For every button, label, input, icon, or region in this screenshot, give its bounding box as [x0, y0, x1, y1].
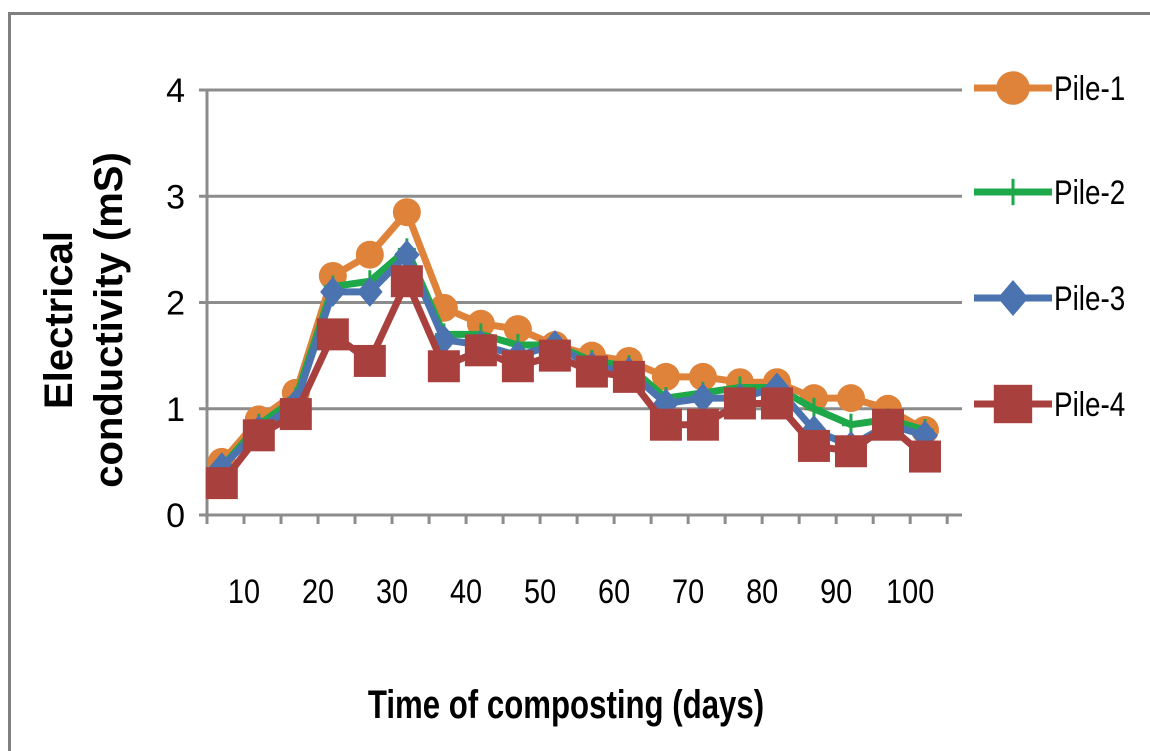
data-point-pile-4	[242, 419, 275, 452]
x-tick-label: 90	[820, 572, 852, 611]
data-point-pile-4	[353, 344, 386, 377]
legend-label-pile-4: Pile-4	[1054, 385, 1125, 423]
y-tick-labels: 0 1 2 3 4	[166, 72, 185, 535]
data-point-pile-3	[320, 276, 346, 307]
legend: Pile-1 Pile-2 Pile-3 Pile-4	[974, 69, 1125, 424]
data-point-pile-1	[503, 315, 532, 344]
x-tick-label: 80	[746, 572, 778, 611]
x-tick-label: 10	[228, 572, 260, 611]
y-tick-label: 1	[166, 391, 185, 429]
data-point-pile-1	[836, 384, 865, 413]
series-group	[205, 198, 941, 500]
data-point-pile-1	[651, 362, 680, 391]
legend-label-pile-1: Pile-1	[1054, 69, 1125, 107]
legend-item-pile-2: Pile-2	[974, 173, 1125, 212]
legend-label-pile-2: Pile-2	[1054, 173, 1125, 211]
data-point-pile-4	[427, 350, 460, 383]
data-point-pile-3	[394, 239, 420, 270]
legend-item-pile-1: Pile-1	[974, 69, 1125, 108]
data-point-pile-4	[501, 350, 534, 383]
data-point-pile-4	[760, 387, 793, 420]
chart-border-left	[8, 12, 11, 751]
data-point-pile-4	[797, 429, 830, 462]
data-point-pile-3	[357, 276, 383, 307]
data-point-pile-4	[723, 387, 756, 420]
x-tick-labels: 10 20 30 40 50 60 70 80 90 100	[228, 572, 934, 611]
data-point-pile-4	[612, 360, 645, 393]
legend-marker-pile-3	[997, 280, 1029, 316]
data-point-pile-4	[908, 440, 941, 473]
x-tick-label: 20	[302, 572, 334, 611]
data-point-pile-4	[205, 467, 238, 500]
data-point-pile-4	[575, 355, 608, 388]
data-point-pile-3	[690, 383, 716, 414]
chart-border-top	[8, 12, 1150, 15]
data-point-pile-4	[834, 435, 867, 468]
x-tick-label: 30	[376, 572, 408, 611]
legend-label-pile-3: Pile-3	[1054, 279, 1125, 317]
y-axis-title-line-1: Electrical	[37, 231, 81, 409]
x-axis-title: Time of composting (days)	[368, 682, 764, 727]
y-tick-label: 3	[166, 178, 185, 216]
data-point-pile-1	[688, 362, 717, 391]
data-point-pile-4	[316, 318, 349, 351]
legend-marker-pile-1	[996, 71, 1030, 105]
series-pile-4	[205, 265, 941, 500]
data-point-pile-4	[464, 334, 497, 367]
data-point-pile-4	[390, 265, 423, 298]
x-tick-label: 40	[450, 572, 482, 611]
legend-item-pile-4: Pile-4	[974, 384, 1125, 424]
data-point-pile-4	[538, 339, 571, 372]
legend-marker-pile-2	[1002, 178, 1024, 206]
y-tick-label: 2	[166, 285, 185, 323]
y-axis-title-line-2: conductivity (mS)	[87, 152, 131, 488]
data-point-pile-1	[355, 240, 384, 269]
axes	[199, 88, 962, 524]
data-point-pile-4	[686, 408, 719, 441]
data-point-pile-4	[871, 408, 904, 441]
data-point-pile-4	[279, 398, 312, 431]
y-tick-label: 0	[166, 497, 185, 535]
data-point-pile-1	[392, 198, 421, 227]
x-tick-label: 60	[598, 572, 630, 611]
y-tick-label: 4	[166, 72, 185, 110]
legend-item-pile-3: Pile-3	[974, 279, 1125, 318]
legend-marker-pile-4	[993, 384, 1033, 424]
data-point-pile-4	[649, 408, 682, 441]
x-tick-label: 100	[886, 572, 934, 611]
x-tick-label: 50	[524, 572, 556, 611]
x-tick-label: 70	[672, 572, 704, 611]
